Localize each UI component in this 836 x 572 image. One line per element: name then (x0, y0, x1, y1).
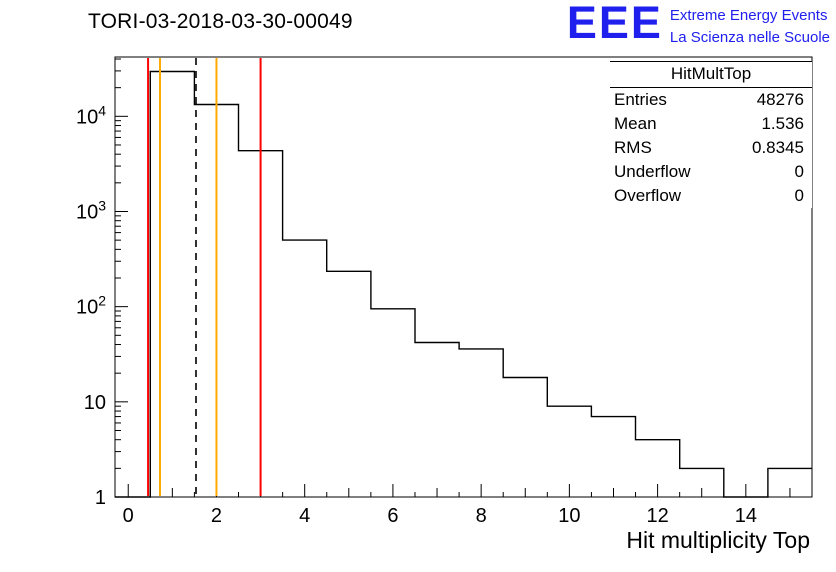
x-tick-label: 2 (211, 505, 222, 527)
stats-label: RMS (614, 138, 652, 157)
stats-label: Overflow (614, 186, 682, 205)
stats-row-overflow: Overflow 0 (610, 184, 812, 208)
plot-title: TORI-03-2018-03-30-00049 (88, 10, 353, 33)
y-tick-label: 104 (76, 102, 106, 128)
eee-logo-line1: Extreme Energy Events (669, 7, 828, 24)
stats-value: 48276 (756, 90, 804, 109)
y-tick-label: 103 (76, 197, 106, 223)
stats-value: 1.536 (761, 114, 804, 133)
histogram-line (115, 70, 812, 498)
x-tick-label: 8 (476, 505, 487, 527)
plot-frame (114, 56, 813, 498)
stats-row-underflow: Underflow 0 (610, 160, 812, 184)
stats-box: HitMultTop Entries 48276 Mean 1.536 RMS … (610, 61, 812, 208)
y-tick-label: 1 (95, 487, 106, 509)
stats-value: 0.8345 (752, 138, 804, 157)
y-tick-label: 102 (76, 293, 106, 319)
x-tick-label: 6 (387, 505, 398, 527)
eee-logo-line2: La Scienza nelle Scuole (669, 28, 830, 46)
stats-value: 0 (794, 186, 804, 205)
x-axis-title: Hit multiplicity Top (626, 527, 810, 553)
stats-box-title: HitMultTop (610, 62, 812, 88)
y-tick-label: 10 (84, 392, 106, 414)
x-tick-label: 10 (558, 505, 580, 527)
stats-row-mean: Mean 1.536 (610, 112, 812, 136)
x-tick-label: 14 (735, 505, 757, 527)
stats-label: Underflow (614, 162, 691, 181)
x-tick-label: 0 (123, 505, 134, 527)
eee-logo: EEE Extreme Energy Events La Scienza nel… (566, 0, 830, 49)
eee-logo-text: Extreme Energy Events La Scienza nelle S… (670, 2, 830, 49)
stats-label: Mean (614, 114, 657, 133)
stats-label: Entries (614, 90, 667, 109)
stats-row-rms: RMS 0.8345 (610, 136, 812, 160)
x-tick-label: 4 (299, 505, 310, 527)
stats-value: 0 (794, 162, 804, 181)
x-tick-label: 12 (646, 505, 668, 527)
stats-row-entries: Entries 48276 (610, 88, 812, 112)
eee-logo-mark: EEE (566, 0, 663, 48)
